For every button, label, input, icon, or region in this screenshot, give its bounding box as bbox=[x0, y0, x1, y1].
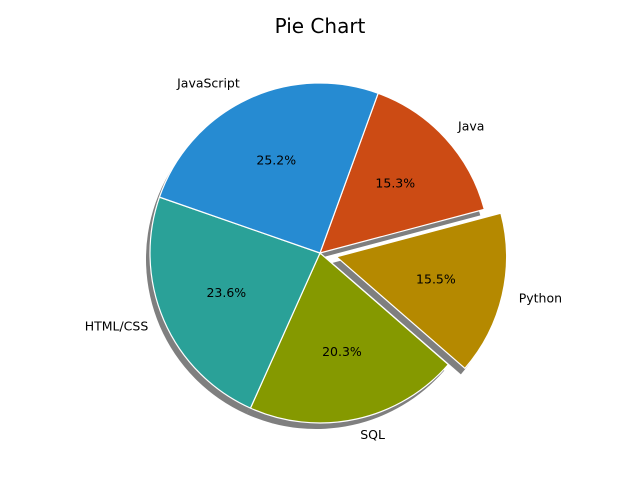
slice-percent-html-css: 23.6% bbox=[206, 285, 246, 300]
slice-percent-javascript: 25.2% bbox=[256, 152, 296, 167]
slice-percent-sql: 20.3% bbox=[322, 344, 362, 359]
slice-percent-python: 15.5% bbox=[416, 271, 456, 286]
pie-slice-java bbox=[319, 92, 485, 254]
slice-percent-java: 15.3% bbox=[375, 176, 415, 191]
chart-title: Pie Chart bbox=[275, 14, 366, 38]
pie-slices bbox=[149, 82, 508, 424]
pie-slice-python bbox=[335, 212, 508, 369]
slice-label-javascript: JavaScript bbox=[176, 76, 240, 91]
pie-slice-javascript bbox=[158, 82, 379, 254]
slice-label-html-css: HTML/CSS bbox=[85, 319, 149, 334]
slice-label-java: Java bbox=[457, 118, 484, 133]
slice-label-sql: SQL bbox=[360, 427, 385, 442]
pie-slice-sql bbox=[249, 252, 449, 424]
pie-slice-html-css bbox=[149, 196, 321, 409]
slice-labels: Java 15.3% Python 15.5% SQL 20.3% HTML/CSS 23.6… bbox=[85, 76, 562, 443]
slice-label-python: Python bbox=[519, 291, 562, 306]
